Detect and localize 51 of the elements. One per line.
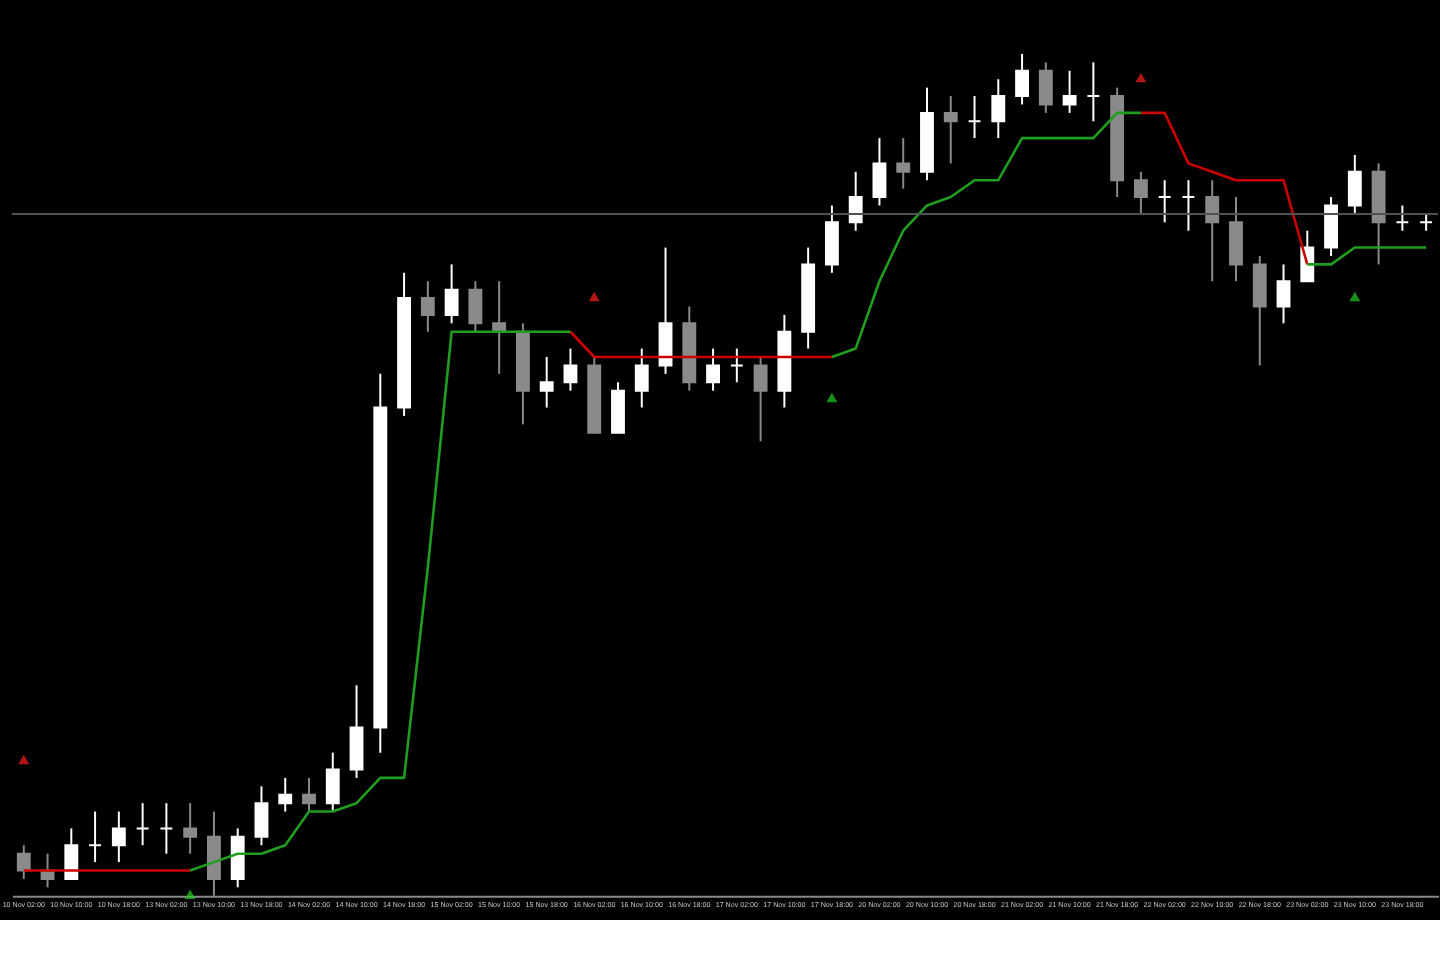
candlestick (111, 810, 126, 864)
candlestick (1062, 69, 1077, 114)
candlestick (88, 810, 103, 864)
candlestick (1181, 179, 1196, 232)
candlestick (1205, 179, 1220, 283)
candlestick (444, 263, 459, 325)
candlestick (824, 204, 839, 274)
candlestick (1347, 153, 1362, 215)
point (18, 754, 30, 765)
candlestick (729, 347, 744, 384)
point (1135, 72, 1147, 83)
point (184, 889, 196, 899)
candlestick (1038, 61, 1053, 114)
candlestick (183, 802, 198, 855)
candlestick (848, 170, 863, 232)
candlestick (1276, 263, 1291, 325)
candlestick (230, 827, 245, 889)
candlestick (658, 246, 673, 375)
point (588, 291, 600, 302)
candlestick (1157, 179, 1172, 224)
candlestick (302, 776, 316, 813)
candlestick (896, 137, 911, 190)
candlestick (468, 280, 483, 333)
candlestick (563, 347, 578, 392)
candlestick (1086, 61, 1101, 123)
candlestick (349, 684, 364, 779)
candlestick (991, 78, 1006, 140)
candlestick (1252, 254, 1267, 367)
candlestick (16, 844, 31, 880)
candlestick (1395, 204, 1410, 232)
candlestick (278, 776, 293, 813)
candlestick (254, 785, 269, 847)
candlestick (1324, 196, 1338, 257)
candlestick (967, 95, 982, 140)
candlestick (539, 356, 554, 409)
candlestick (1229, 196, 1243, 283)
candlestick (325, 751, 340, 813)
candlestick (420, 280, 435, 333)
candlestick (706, 347, 720, 392)
candlestick (753, 356, 768, 443)
candlestick (1133, 170, 1148, 215)
candlestick (64, 827, 79, 880)
candlestick (634, 347, 649, 409)
candlestick (611, 381, 625, 434)
candlestick (943, 95, 958, 165)
point (1349, 291, 1361, 302)
point (826, 392, 838, 403)
candlestick (1015, 52, 1029, 106)
candlestick (159, 802, 174, 855)
candlestick (135, 802, 150, 847)
candlestick (872, 137, 887, 207)
